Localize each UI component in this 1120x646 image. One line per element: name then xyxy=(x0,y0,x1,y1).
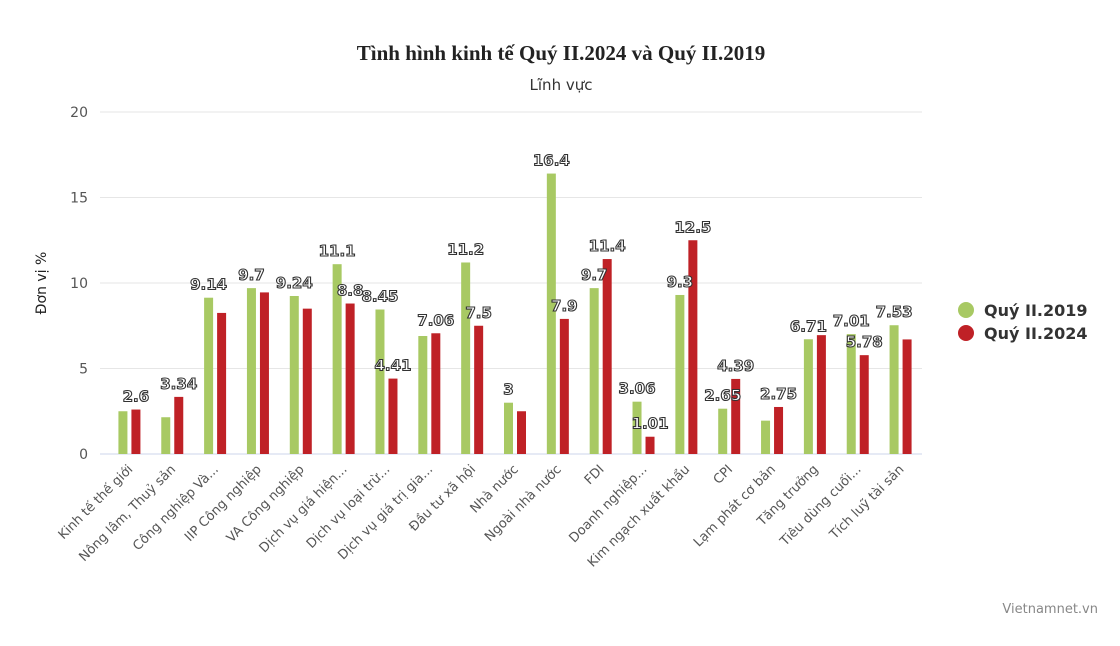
bar-2024[interactable] xyxy=(388,378,398,454)
bar-2024[interactable] xyxy=(217,312,227,454)
bar-2024[interactable] xyxy=(602,259,612,454)
data-label: 8.45 xyxy=(361,288,398,306)
bar-2019[interactable] xyxy=(632,401,642,454)
data-label: 16.4 xyxy=(533,152,570,170)
bar-2024[interactable] xyxy=(431,333,441,454)
x-tick-label: Lạm phát cơ bản xyxy=(691,462,779,550)
x-tick-label: VA Công nghiệp xyxy=(224,462,308,546)
bar-2019[interactable] xyxy=(161,417,171,454)
bar-2024[interactable] xyxy=(559,318,569,454)
x-tick-label: Ngoài nhà nước xyxy=(482,462,565,545)
bar-2019[interactable] xyxy=(332,264,342,454)
bar-2024[interactable] xyxy=(517,411,526,454)
bar-2019[interactable] xyxy=(418,336,428,454)
legend-item-2019[interactable]: Quý II.2019 xyxy=(958,301,1088,320)
data-label: 11.4 xyxy=(589,237,626,255)
legend: Quý II.2019 Quý II.2024 xyxy=(958,301,1088,343)
bars xyxy=(118,173,912,454)
bar-2019[interactable] xyxy=(761,420,771,454)
bar-2019[interactable] xyxy=(375,309,385,454)
chart-subtitle: Lĩnh vực xyxy=(530,76,593,94)
bar-2019[interactable] xyxy=(289,295,299,454)
x-tick-label: Tiêu dùng cuối... xyxy=(777,462,865,550)
data-labels: 2.6 3.34 9.14 9.7 9.24 11.1 8.88.45 4.41 7.06 11.… xyxy=(122,151,913,433)
legend-marker-2019 xyxy=(958,302,974,318)
y-tick-label: 15 xyxy=(70,191,88,207)
bar-2024[interactable] xyxy=(645,436,655,454)
data-label: 7.06 xyxy=(417,311,454,329)
data-label: 3.06 xyxy=(619,380,656,398)
data-label: 7.01 xyxy=(833,312,870,330)
data-label: 1.01 xyxy=(632,415,669,433)
bar-2019[interactable] xyxy=(889,325,899,454)
bar-2019[interactable] xyxy=(118,411,128,454)
x-tick-label: CPI xyxy=(711,462,736,487)
bar-2024[interactable] xyxy=(302,308,312,454)
bar-2024[interactable] xyxy=(902,339,912,454)
bar-2024[interactable] xyxy=(345,303,355,454)
data-label: 11.1 xyxy=(319,242,356,260)
bar-2024[interactable] xyxy=(816,335,826,454)
data-label: 4.41 xyxy=(374,357,411,375)
data-label: 9.7 xyxy=(238,266,265,284)
data-label: 7.5 xyxy=(465,304,492,322)
bar-2024[interactable] xyxy=(174,396,184,454)
bar-2019[interactable] xyxy=(846,334,856,454)
x-tick-label: Kinh tế thế giới xyxy=(56,462,137,543)
bar-2019[interactable] xyxy=(675,294,685,454)
data-label: 2.65 xyxy=(704,387,741,405)
bar-2019[interactable] xyxy=(204,297,214,454)
legend-label-2024: Quý II.2024 xyxy=(984,324,1088,343)
data-label: 8.8 xyxy=(337,282,364,300)
credit[interactable]: Vietnamnet.vn xyxy=(1002,602,1098,617)
data-label: 3 xyxy=(503,381,513,399)
data-label: 2.6 xyxy=(123,388,150,406)
data-label: 11.2 xyxy=(447,240,484,258)
legend-label-2019: Quý II.2019 xyxy=(984,301,1088,320)
chart-title: Tình hình kinh tế Quý II.2024 và Quý II.… xyxy=(357,41,765,65)
legend-marker-2024 xyxy=(958,325,974,341)
y-tick-label: 0 xyxy=(79,447,88,463)
data-label: 12.5 xyxy=(674,218,711,236)
bar-2019[interactable] xyxy=(718,408,728,454)
bar-2019[interactable] xyxy=(504,402,513,454)
bar-2019[interactable] xyxy=(546,173,556,454)
bar-2024[interactable] xyxy=(688,240,698,454)
data-label: 7.53 xyxy=(876,303,913,321)
data-label: 9.7 xyxy=(581,266,608,284)
y-tick-label: 20 xyxy=(70,105,88,121)
bar-2024[interactable] xyxy=(774,406,784,454)
bar-2024[interactable] xyxy=(474,325,484,454)
bar-2019[interactable] xyxy=(461,262,471,454)
bar-2024[interactable] xyxy=(131,409,141,454)
y-axis-title: Đơn vị % xyxy=(34,252,50,315)
legend-item-2024[interactable]: Quý II.2024 xyxy=(958,324,1088,343)
x-tick-label: Tích luỹ tài sản xyxy=(826,462,907,543)
bar-2019[interactable] xyxy=(589,288,599,454)
data-label: 9.3 xyxy=(667,273,694,291)
bar-2019[interactable] xyxy=(246,288,256,454)
data-label: 9.14 xyxy=(190,276,227,294)
data-label: 3.34 xyxy=(160,375,197,393)
bar-2024[interactable] xyxy=(859,355,869,454)
data-label: 7.9 xyxy=(551,297,578,315)
data-label: 5.78 xyxy=(846,333,883,351)
data-label: 9.24 xyxy=(276,274,313,292)
x-tick-label: FDI xyxy=(582,462,608,488)
data-label: 6.71 xyxy=(790,317,827,335)
y-tick-label: 5 xyxy=(79,362,88,378)
data-label: 2.75 xyxy=(760,385,797,403)
bar-2024[interactable] xyxy=(259,292,269,454)
grid: 0 5 10 15 20 xyxy=(70,105,922,463)
bar-2024[interactable] xyxy=(731,378,741,454)
y-tick-label: 10 xyxy=(70,276,88,292)
data-label: 4.39 xyxy=(717,357,754,375)
bar-2019[interactable] xyxy=(803,339,813,454)
x-tick-label: Doanh nghiệp... xyxy=(567,462,651,546)
x-tick-label: IIP Công nghiệp xyxy=(182,462,265,545)
